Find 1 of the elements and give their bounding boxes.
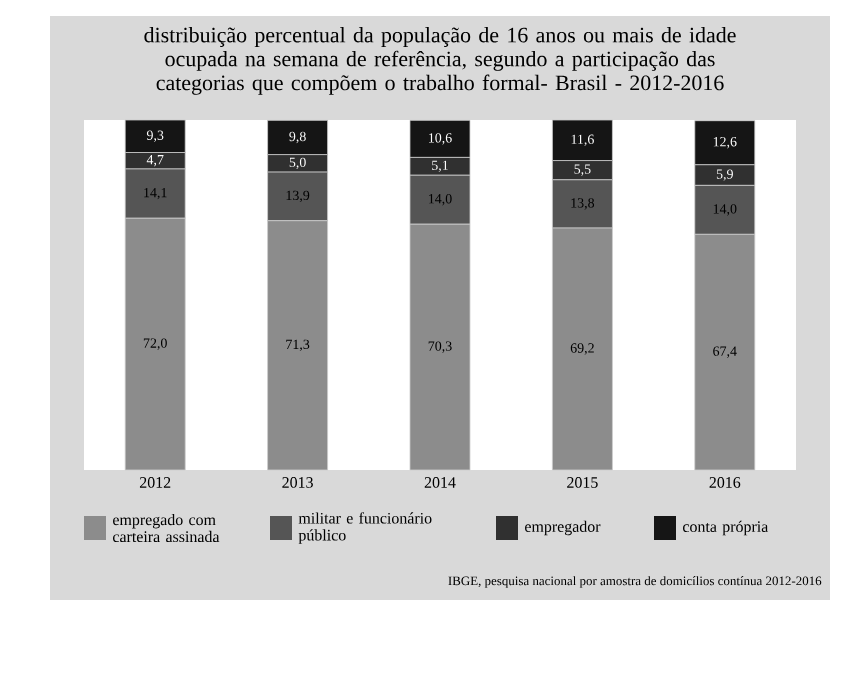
chart-title: distribuição percentual da população de 16 anos ou mais de idade ocupada na semana de referência, segundo a participação das categorias que compõem o trabalho formal- Brasil - 2012-2016 <box>144 27 736 95</box>
